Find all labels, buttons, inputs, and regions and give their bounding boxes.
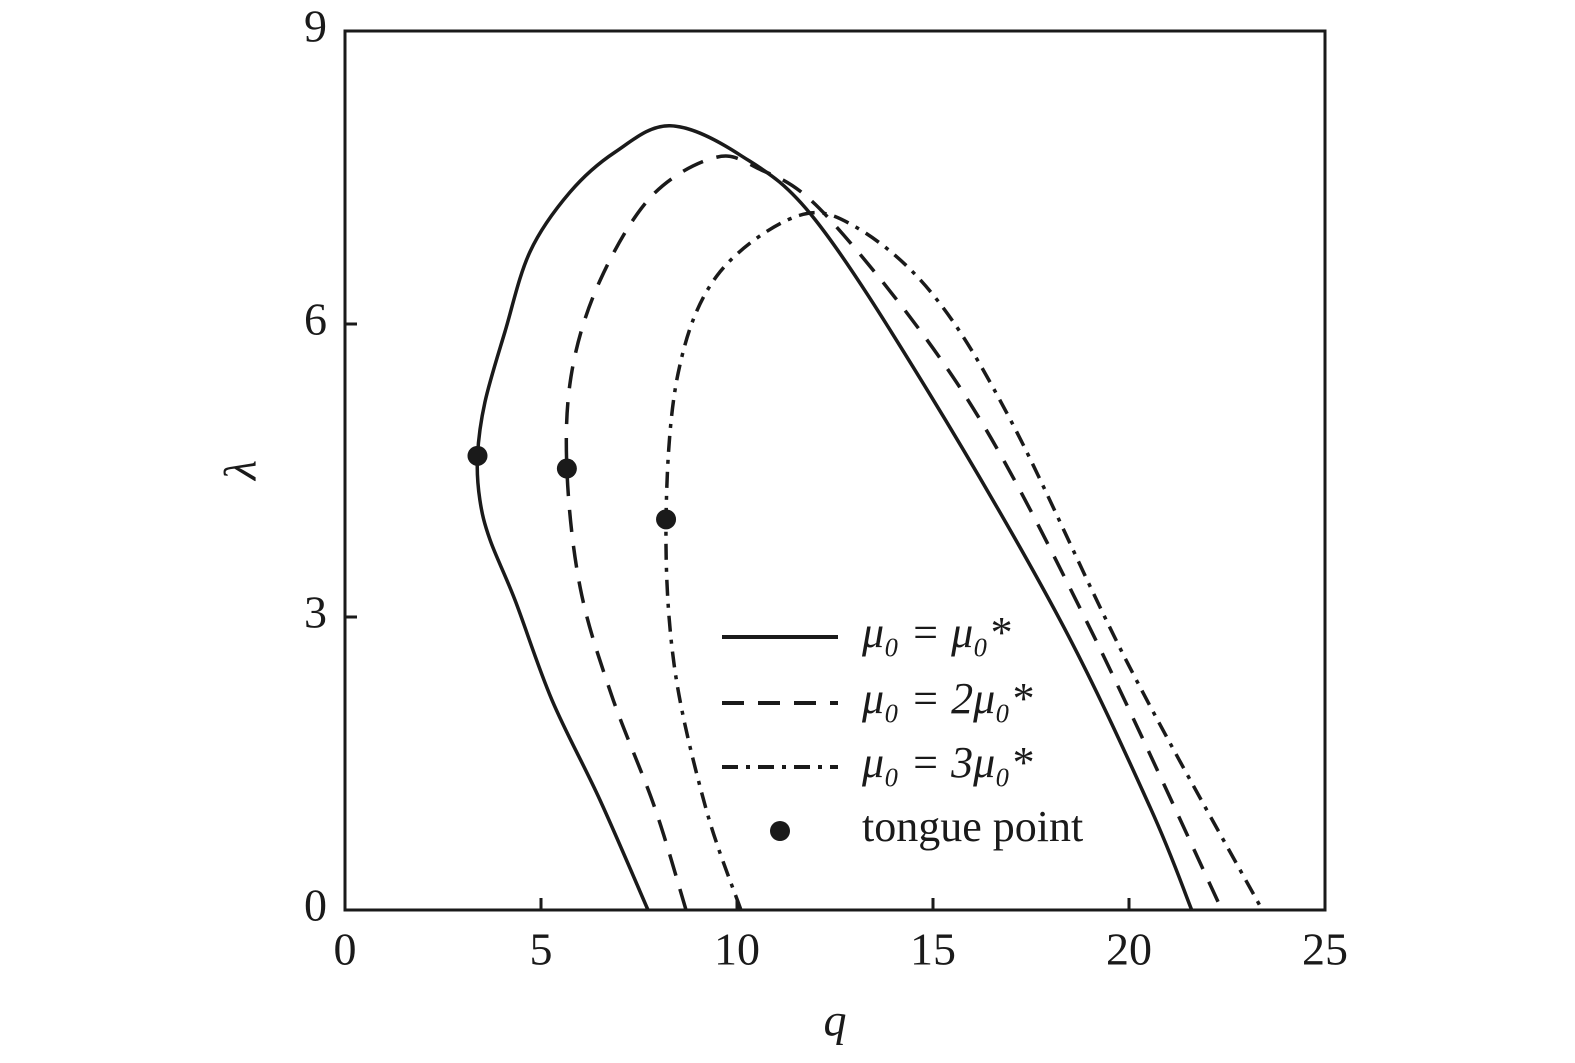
legend-label: μ₀ = 2μ₀* — [861, 674, 1032, 723]
x-tick-label: 10 — [714, 924, 760, 975]
x-tick-label: 5 — [530, 924, 553, 975]
tongue-point — [467, 445, 488, 466]
legend-label: μ₀ = 3μ₀* — [861, 738, 1032, 787]
legend-label: μ₀ = μ₀* — [861, 608, 1010, 657]
x-tick-label: 15 — [910, 924, 956, 975]
legend-marker — [770, 821, 790, 841]
tongue-point — [556, 458, 577, 479]
curve — [664, 210, 1264, 911]
y-tick-label: 0 — [304, 880, 327, 931]
y-tick-label: 9 — [304, 1, 327, 52]
y-axis-label: λ — [215, 460, 266, 482]
curve — [564, 154, 1224, 911]
tongue-point — [656, 509, 677, 530]
curve — [475, 123, 1194, 911]
x-axis-label: q — [824, 995, 847, 1046]
x-tick-label: 20 — [1106, 924, 1152, 975]
y-tick-label: 6 — [304, 294, 327, 345]
x-tick-label: 25 — [1302, 924, 1348, 975]
plot-frame — [343, 29, 1327, 912]
y-tick-label: 3 — [304, 587, 327, 638]
legend-label: tongue point — [862, 802, 1083, 851]
x-tick-label: 0 — [334, 924, 357, 975]
